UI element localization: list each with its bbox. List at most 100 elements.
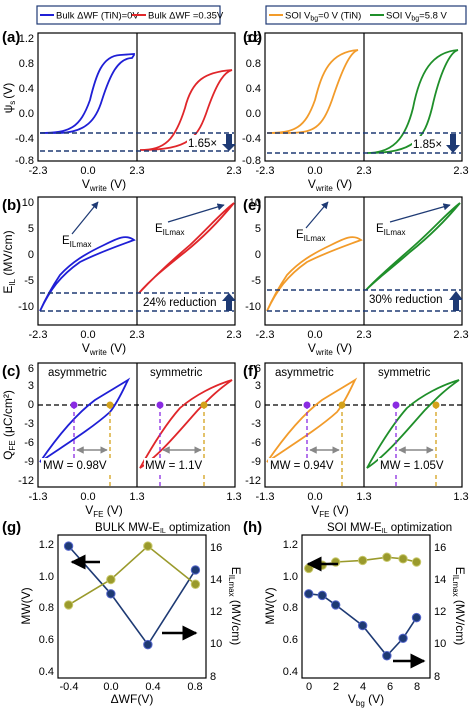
hysteresis-b-red — [138, 202, 235, 294]
xlabel-f: VFE (V) — [311, 503, 349, 519]
point-mw-h-2 — [330, 600, 341, 610]
panel-d-label: (d) — [243, 29, 262, 46]
svg-text:0.8: 0.8 — [19, 58, 34, 70]
point-mw-g-1 — [106, 589, 116, 599]
svg-text:0.0: 0.0 — [19, 108, 34, 120]
svg-text:8: 8 — [414, 681, 420, 693]
point-eilmax-h-0 — [304, 563, 314, 574]
series-mw-g — [63, 541, 201, 650]
svg-text:-2.3: -2.3 — [29, 329, 48, 341]
svg-text:0.0: 0.0 — [103, 681, 118, 693]
svg-text:8: 8 — [210, 671, 216, 683]
svg-text:0.0: 0.0 — [307, 329, 322, 341]
svg-text:2.3: 2.3 — [129, 329, 144, 341]
hysteresis-d-green — [366, 49, 459, 154]
svg-text:0.6: 0.6 — [39, 634, 54, 646]
panel-f-label: (f) — [243, 363, 258, 380]
legend-item-soi-58: SOI Vbg=5.8 V — [386, 11, 448, 23]
point-mw-h-5 — [398, 633, 408, 643]
svg-text:0: 0 — [255, 249, 261, 261]
ylabel-c: QFE (μC/cm²) — [1, 390, 17, 460]
svg-text:0: 0 — [28, 249, 34, 261]
y2label-h: EILmax (MV/cm) — [451, 567, 467, 645]
sym-label-f: symmetric — [378, 367, 431, 379]
svg-text:-10: -10 — [245, 301, 261, 313]
svg-text:14: 14 — [434, 574, 446, 586]
point-eilmax-g-0 — [63, 600, 74, 610]
svg-text:0: 0 — [255, 399, 261, 411]
svg-text:-5: -5 — [24, 275, 34, 287]
svg-text:-9: -9 — [251, 456, 261, 468]
point-eilmax-g-2 — [143, 541, 153, 551]
svg-text:0: 0 — [306, 681, 312, 693]
legend-item-bulk-035: Bulk ΔWF =0.35V — [148, 11, 224, 22]
svg-text:0.4: 0.4 — [283, 666, 298, 678]
svg-text:0.0: 0.0 — [307, 165, 322, 177]
xlabel-d: Vwrite (V) — [308, 177, 352, 193]
svg-text:-10: -10 — [18, 301, 34, 313]
svg-text:-5: -5 — [251, 275, 261, 287]
ratio-a: 1.65× — [188, 138, 217, 150]
svg-text:0.0: 0.0 — [307, 491, 322, 503]
svg-text:2.3: 2.3 — [453, 165, 468, 177]
legend-left: Bulk ΔWF (TiN)=0V Bulk ΔWF =0.35V — [36, 5, 224, 25]
asym-label-c: asymmetric — [48, 367, 107, 379]
hysteresis-b-blue — [39, 236, 136, 312]
point-eilmax-g-1 — [106, 574, 116, 585]
sym-label-c: symmetric — [150, 367, 203, 379]
hysteresis-e-orange — [266, 236, 363, 312]
xlabel-h: Vbg (V) — [348, 692, 384, 708]
svg-text:-1.3: -1.3 — [256, 491, 275, 503]
point-eilmax-h-3 — [357, 555, 368, 566]
point-mw-g-0 — [63, 541, 74, 551]
svg-text:16: 16 — [210, 542, 222, 554]
y2label-g: EILmax (MV/cm) — [227, 567, 243, 645]
panel-g: BULK MW-EIL optimization 1.2 1.0 0.8 0.6… — [19, 522, 243, 706]
xlabel-a: Vwrite (V) — [82, 177, 126, 193]
svg-text:14: 14 — [210, 574, 222, 586]
xlabel-c: VFE (V) — [85, 503, 123, 519]
legend-item-bulk-0: Bulk ΔWF (TiN)=0V — [56, 11, 139, 22]
hysteresis-c-blue — [39, 377, 131, 463]
eilmax-label-e1: EILmax — [296, 229, 325, 243]
hysteresis-f-orange — [266, 377, 358, 463]
svg-text:1.3: 1.3 — [129, 491, 144, 503]
point-mw-h-3 — [357, 620, 368, 631]
svg-text:12: 12 — [434, 606, 446, 618]
line-eilmax-g — [68, 545, 196, 606]
panel-a: 1.2 0.8 0.4 0.0 -0.4 -0.8 -2.3 0.0 2.3 2… — [1, 32, 242, 193]
point-mw-g-3 — [190, 565, 201, 575]
svg-text:-2.3: -2.3 — [256, 329, 275, 341]
tick-labels: 1.2 1.0 0.8 0.6 0.4 16 14 12 10 8 -0.4 0… — [39, 539, 223, 693]
svg-text:-2.3: -2.3 — [256, 165, 275, 177]
svg-text:0.0: 0.0 — [246, 108, 261, 120]
svg-text:-0.8: -0.8 — [15, 155, 34, 167]
svg-text:3: 3 — [255, 380, 261, 392]
asym-label-f: asymmetric — [275, 367, 334, 379]
reduction-e: 30% reduction — [369, 294, 443, 306]
panel-h-label: (h) — [243, 519, 262, 536]
reduction-b: 24% reduction — [143, 297, 217, 309]
svg-text:-3: -3 — [24, 418, 34, 430]
svg-text:3: 3 — [28, 380, 34, 392]
panel-a-label: (a) — [2, 29, 20, 46]
svg-text:-12: -12 — [18, 475, 34, 487]
svg-text:2.3: 2.3 — [129, 165, 144, 177]
svg-text:-12: -12 — [245, 475, 261, 487]
svg-text:0.8: 0.8 — [246, 58, 261, 70]
panel-e-label: (e) — [243, 197, 261, 214]
svg-text:6: 6 — [28, 363, 34, 375]
ylabel-g: MW(V) — [19, 587, 33, 624]
line-mw-g — [67, 545, 197, 647]
hysteresis-d-orange — [266, 49, 359, 134]
hysteresis-e-green — [365, 202, 461, 291]
svg-text:0: 0 — [28, 399, 34, 411]
point-eilmax-h-5 — [398, 554, 408, 564]
svg-text:0.8: 0.8 — [39, 602, 54, 614]
svg-text:2.3: 2.3 — [453, 329, 468, 341]
svg-text:1.0: 1.0 — [39, 571, 54, 583]
svg-text:0.4: 0.4 — [39, 666, 54, 678]
xlabel-e: Vwrite (V) — [308, 341, 352, 357]
ytick-labels: 1.2 0.8 0.4 0.0 -0.4 -0.8 — [242, 33, 261, 167]
